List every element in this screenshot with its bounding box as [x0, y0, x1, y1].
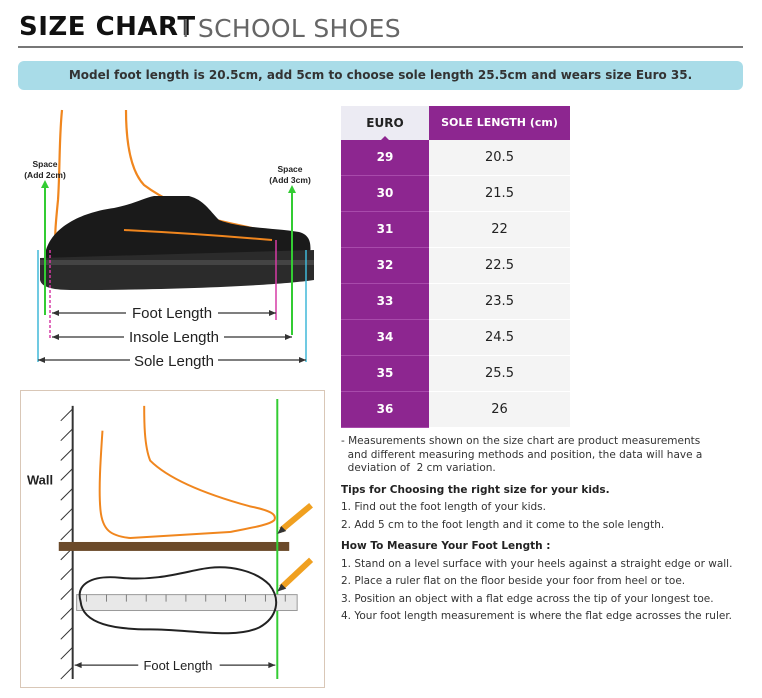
- side-foot-outline: [98, 405, 276, 540]
- table-row: 31 22: [341, 212, 570, 248]
- shoe-measurement-diagram: Foot Length Insole Length Sole Length Sp…: [24, 109, 314, 370]
- sole-length-column-header: SOLE LENGTH (cm): [429, 106, 570, 140]
- space-right-label-1: Space: [277, 164, 302, 174]
- sole-length-cell: 22: [429, 212, 570, 248]
- euro-cell: 31: [341, 212, 429, 248]
- table-row: 34 24.5: [341, 320, 570, 356]
- foot-length-label: Foot Length: [132, 305, 212, 322]
- shoe-upper: [46, 196, 311, 260]
- space-left-label-2: (Add 2cm): [24, 170, 66, 180]
- insole-length-label: Insole Length: [129, 329, 219, 346]
- table-row: 32 22.5: [341, 248, 570, 284]
- page-subtitle: I SCHOOL SHOES: [182, 14, 401, 43]
- table-row: 36 26: [341, 392, 570, 428]
- measure-step: 3. Position an object with a flat edge a…: [341, 592, 714, 605]
- sole-length-cell: 25.5: [429, 356, 570, 392]
- pencil-icon-bottom: [277, 557, 314, 592]
- measurement-note-line: - Measurements shown on the size chart a…: [341, 435, 701, 447]
- notes-section: - Measurements shown on the size chart a…: [341, 435, 746, 624]
- euro-cell: 32: [341, 248, 429, 284]
- space-right-label-2: (Add 3cm): [269, 175, 311, 185]
- size-table-header: EURO SOLE LENGTH (cm): [341, 106, 570, 141]
- euro-cell: 34: [341, 320, 429, 356]
- bottom-foot-length-label: Foot Length: [144, 658, 213, 673]
- pencil-icon-top: [277, 502, 313, 535]
- table-row: 30 21.5: [341, 176, 570, 212]
- sole-length-cell: 20.5: [429, 140, 570, 176]
- euro-cell: 29: [341, 140, 429, 176]
- size-table: EURO SOLE LENGTH (cm) 29 20.5 30 21.5 31…: [341, 106, 570, 428]
- ruler: [76, 594, 298, 612]
- header-notch-icon: [380, 136, 390, 141]
- title-divider: [18, 46, 743, 48]
- sole-length-cell: 26: [429, 392, 570, 428]
- page-title: SIZE CHART: [19, 12, 196, 42]
- euro-cell: 30: [341, 176, 429, 212]
- table-row: 29 20.5: [341, 140, 570, 176]
- tips-heading: Tips for Choosing the right size for you…: [341, 483, 610, 496]
- euro-cell: 36: [341, 392, 429, 428]
- measure-step: 1. Stand on a level surface with your he…: [341, 557, 733, 570]
- sole-length-cell: 21.5: [429, 176, 570, 212]
- sole-length-label: Sole Length: [134, 353, 214, 370]
- model-info-banner: Model foot length is 20.5cm, add 5cm to …: [18, 61, 743, 90]
- measure-step: 4. Your foot length measurement is where…: [341, 610, 733, 622]
- table-row: 33 23.5: [341, 284, 570, 320]
- measure-step: 2. Place a ruler flat on the floor besid…: [341, 575, 686, 587]
- euro-column-header: EURO: [341, 106, 429, 141]
- sole-length-cell: 24.5: [429, 320, 570, 356]
- top-foot-outline: [78, 566, 278, 635]
- measurement-note-line: deviation of 2 cm variation.: [341, 462, 496, 474]
- euro-cell: 33: [341, 284, 429, 320]
- measurement-note-line: and different measuring methods and posi…: [341, 448, 703, 461]
- foot-measuring-diagram: Wall Foot Length: [20, 390, 325, 688]
- sole-length-cell: 22.5: [429, 248, 570, 284]
- measuring-board: [58, 541, 290, 551]
- wall-label: Wall: [27, 472, 53, 487]
- space-left-label-1: Space: [32, 159, 57, 169]
- euro-cell: 35: [341, 356, 429, 392]
- tip-item: 1. Find out the foot length of your kids…: [341, 501, 546, 513]
- measure-heading: How To Measure Your Foot Length :: [341, 540, 551, 552]
- sole-stripe: [40, 260, 314, 265]
- table-row: 35 25.5: [341, 356, 570, 392]
- tip-item: 2. Add 5 cm to the foot length and it co…: [341, 518, 665, 531]
- sole-length-cell: 23.5: [429, 284, 570, 320]
